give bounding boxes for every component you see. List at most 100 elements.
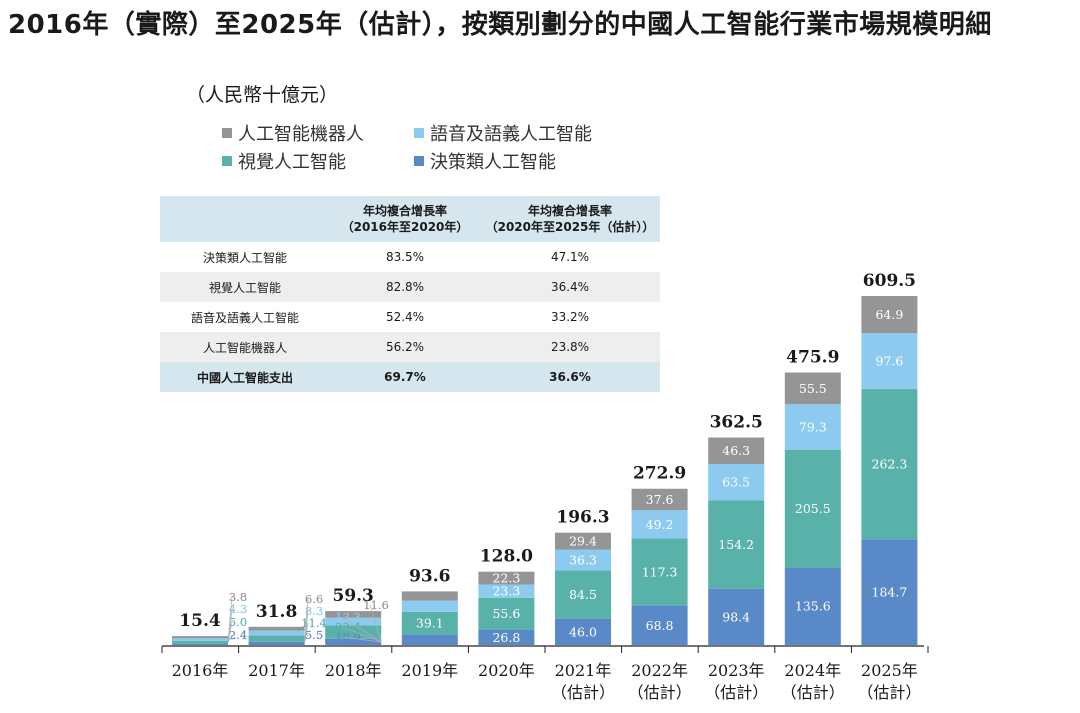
leader-line <box>227 596 233 643</box>
bar-segment <box>172 636 228 639</box>
segment-data-label: 2.4 <box>229 628 247 642</box>
legend-label: 視覺人工智能 <box>238 152 346 173</box>
bar-segment <box>478 584 535 598</box>
legend-item-decision: 決策類人工智能 <box>414 148 556 174</box>
total-data-label: 59.3 <box>332 586 373 606</box>
segment-data-label: 262.3 <box>872 457 908 472</box>
segment-data-label: 97.6 <box>875 354 903 369</box>
x-tick-sublabel: （估計） <box>781 683 845 702</box>
bar-segment <box>401 600 458 612</box>
bar-segment <box>631 488 688 511</box>
bar-segment <box>784 567 841 645</box>
table-row-total: 中國人工智能支出 69.7% 36.6% <box>160 362 660 392</box>
cagr-row-name: 語音及語義人工智能 <box>190 310 299 325</box>
table-row: 視覺人工智能 82.8% 36.4% <box>160 272 660 302</box>
bar-segment <box>248 626 305 631</box>
leader-line <box>341 616 382 643</box>
x-tick-label: 2016年 <box>172 661 229 680</box>
segment-data-label: 5.0 <box>229 615 247 629</box>
legend-item-speech: 語音及語義人工智能 <box>414 120 592 146</box>
legend-swatch <box>414 128 424 138</box>
cagr-row-v1: 52.4% <box>385 310 425 324</box>
total-data-label: 128.0 <box>480 547 533 567</box>
bar-segment <box>478 571 535 585</box>
legend-swatch <box>222 128 232 138</box>
bar-segment <box>325 638 382 645</box>
segment-data-label: 98.4 <box>722 609 750 624</box>
bar-segment <box>708 464 765 501</box>
segment-data-label: 11.4 <box>301 616 327 630</box>
x-tick-label: 2023年 <box>708 661 765 680</box>
segment-data-label: 184.7 <box>872 585 908 600</box>
cagr-header-line: 年均複合增長率 <box>527 204 612 218</box>
cagr-row-v1: 83.5% <box>385 250 425 264</box>
total-data-label: 31.8 <box>256 602 297 622</box>
cagr-header-line: （2016年至2020年） <box>341 220 469 234</box>
legend-label: 決策類人工智能 <box>430 152 556 173</box>
bar-segment <box>708 500 765 589</box>
total-data-label: 475.9 <box>786 347 839 367</box>
cagr-row-name: 決策類人工智能 <box>202 250 287 265</box>
segment-data-label: 8.3 <box>305 604 323 618</box>
cagr-row-name: 中國人工智能支出 <box>160 362 330 392</box>
segment-data-label: 55.6 <box>492 606 520 621</box>
cagr-row-v2: 23.8% <box>480 332 660 362</box>
total-data-label: 15.4 <box>179 611 221 631</box>
segment-data-label: 79.3 <box>799 419 827 434</box>
bar-segment <box>555 549 611 571</box>
bar-segment <box>478 597 535 630</box>
segment-data-label: 46.3 <box>722 443 750 458</box>
segment-data-label: 11.6 <box>363 598 389 612</box>
segment-data-label: 46.0 <box>569 624 597 639</box>
cagr-header-2016-2020: 年均複合增長率 （2016年至2020年） <box>330 196 480 242</box>
cagr-header-blank <box>160 196 330 242</box>
segment-data-label: 117.3 <box>642 565 678 580</box>
segment-data-label: 5.5 <box>305 628 323 642</box>
bar-segment <box>555 618 611 645</box>
legend-item-vision: 視覺人工智能 <box>222 148 346 174</box>
total-data-label: 196.3 <box>556 508 609 528</box>
legend-label: 語音及語義人工智能 <box>430 124 592 145</box>
x-tick-label: 2018年 <box>325 661 382 680</box>
bar-segment <box>631 538 688 606</box>
x-tick-label: 2025年 <box>861 661 918 680</box>
segment-data-label: 23.4 <box>335 620 361 634</box>
x-tick-sublabel: （估計） <box>857 683 921 702</box>
leader-line <box>304 598 309 643</box>
bar-segment <box>861 296 918 334</box>
cagr-row-v2: 33.2% <box>550 310 590 324</box>
bar-segment <box>325 625 382 639</box>
bar-segment <box>631 510 688 539</box>
x-tick-sublabel: （估計） <box>551 683 615 702</box>
total-data-label: 609.5 <box>863 271 916 291</box>
bar-segment <box>784 449 841 568</box>
cagr-row-v2: 36.6% <box>480 362 660 392</box>
x-tick-sublabel: （估計） <box>628 683 692 702</box>
segment-data-label: 135.6 <box>795 599 831 614</box>
x-tick-label: 2019年 <box>401 661 458 680</box>
cagr-header-line: （2020年至2025年（估計）） <box>485 220 655 234</box>
bar-segment <box>861 539 918 645</box>
segment-data-label: 37.6 <box>646 492 674 507</box>
bar-segment <box>401 634 458 645</box>
table-row: 語音及語義人工智能 52.4% 33.2% <box>160 302 660 332</box>
cagr-row-name: 視覺人工智能 <box>160 272 330 302</box>
bar-segment <box>708 588 765 645</box>
bar-segment <box>172 638 228 641</box>
bar-segment <box>248 641 305 645</box>
bar-segment <box>555 570 611 619</box>
segment-data-label: 29.4 <box>569 534 597 549</box>
bar-segment <box>784 404 841 450</box>
cagr-header-row: 年均複合增長率 （2016年至2020年） 年均複合增長率 （2020年至202… <box>160 196 660 242</box>
bar-segment <box>401 591 458 601</box>
bar-segment <box>401 611 458 635</box>
bar-segment <box>631 605 688 645</box>
leader-line <box>341 636 382 643</box>
segment-data-label: 36.3 <box>569 552 597 567</box>
total-data-label: 272.9 <box>633 464 686 484</box>
cagr-row-v1: 69.7% <box>330 362 480 392</box>
bar-segment <box>861 333 918 390</box>
leader-line <box>341 626 382 643</box>
bar-segment <box>478 629 535 645</box>
